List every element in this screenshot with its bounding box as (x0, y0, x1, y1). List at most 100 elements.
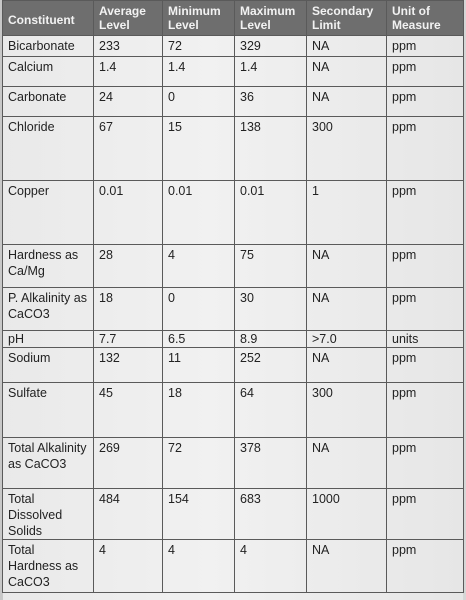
cell-limit: NA (306, 539, 387, 593)
cell-average: 132 (93, 347, 163, 383)
cell-maximum: 138 (234, 116, 307, 181)
cell-limit: >7.0 (306, 330, 387, 348)
cell-constituent: Copper (2, 180, 94, 245)
cell-minimum: 72 (162, 35, 235, 57)
cell-minimum: 4 (162, 539, 235, 593)
table-row: pH 7.7 6.5 8.9 >7.0 units (2, 330, 464, 348)
cell-minimum: 4 (162, 244, 235, 288)
cell-minimum: 15 (162, 116, 235, 181)
cell-minimum: 0 (162, 86, 235, 117)
header-secondary-limit: Secondary Limit (306, 0, 387, 36)
cell-unit: ppm (386, 56, 464, 87)
cell-minimum: 6.5 (162, 330, 235, 348)
cell-maximum: 64 (234, 382, 307, 438)
cell-constituent: Total Alkalinity as CaCO3 (2, 437, 94, 489)
cell-constituent: Total Hardness as CaCO3 (2, 539, 94, 593)
cell-minimum: 1.4 (162, 56, 235, 87)
table-header-row: Constituent Average Level Minimum Level … (2, 0, 464, 36)
cell-limit: NA (306, 35, 387, 57)
cell-constituent: Sulfate (2, 382, 94, 438)
cell-minimum: 18 (162, 382, 235, 438)
cell-constituent: Sodium (2, 347, 94, 383)
cell-constituent: Bicarbonate (2, 35, 94, 57)
cell-constituent: pH (2, 330, 94, 348)
cell-limit: 300 (306, 382, 387, 438)
cell-average: 45 (93, 382, 163, 438)
cell-limit: 1 (306, 180, 387, 245)
cell-unit: ppm (386, 116, 464, 181)
table-row: Bicarbonate 233 72 329 NA ppm (2, 35, 464, 57)
cell-unit: ppm (386, 86, 464, 117)
cell-unit: ppm (386, 180, 464, 245)
cell-limit: NA (306, 347, 387, 383)
table-row: Calcium 1.4 1.4 1.4 NA ppm (2, 56, 464, 87)
cell-maximum: 75 (234, 244, 307, 288)
cell-unit: ppm (386, 35, 464, 57)
cell-average: 18 (93, 287, 163, 331)
cell-limit: NA (306, 86, 387, 117)
cell-minimum: 11 (162, 347, 235, 383)
table-row: Total Hardness as CaCO3 4 4 4 NA ppm (2, 539, 464, 593)
cell-maximum: 683 (234, 488, 307, 540)
table-row: Chloride 67 15 138 300 ppm (2, 116, 464, 181)
cell-minimum: 0.01 (162, 180, 235, 245)
cell-maximum: 378 (234, 437, 307, 489)
cell-unit: ppm (386, 382, 464, 438)
cell-constituent: Chloride (2, 116, 94, 181)
table-row: Sulfate 45 18 64 300 ppm (2, 382, 464, 438)
scan-edge-left (0, 0, 3, 600)
cell-unit: ppm (386, 347, 464, 383)
cell-maximum: 1.4 (234, 56, 307, 87)
table-row: P. Alkalinity as CaCO3 18 0 30 NA ppm (2, 287, 464, 331)
cell-average: 4 (93, 539, 163, 593)
cell-unit: ppm (386, 488, 464, 540)
cell-maximum: 329 (234, 35, 307, 57)
cell-constituent: Carbonate (2, 86, 94, 117)
water-quality-table: Constituent Average Level Minimum Level … (2, 0, 464, 593)
cell-maximum: 36 (234, 86, 307, 117)
cell-average: 269 (93, 437, 163, 489)
table-row: Sodium 132 11 252 NA ppm (2, 347, 464, 383)
cell-unit: ppm (386, 244, 464, 288)
header-average-level: Average Level (93, 0, 163, 36)
cell-unit: ppm (386, 539, 464, 593)
cell-average: 233 (93, 35, 163, 57)
cell-constituent: P. Alkalinity as CaCO3 (2, 287, 94, 331)
cell-maximum: 8.9 (234, 330, 307, 348)
table-row: Total Dissolved Solids 484 154 683 1000 … (2, 488, 464, 540)
cell-average: 67 (93, 116, 163, 181)
cell-average: 7.7 (93, 330, 163, 348)
cell-minimum: 72 (162, 437, 235, 489)
cell-unit: ppm (386, 437, 464, 489)
cell-limit: 300 (306, 116, 387, 181)
scan-edge-right (463, 0, 466, 600)
header-minimum-level: Minimum Level (162, 0, 235, 36)
cell-maximum: 30 (234, 287, 307, 331)
cell-unit: ppm (386, 287, 464, 331)
cell-limit: NA (306, 287, 387, 331)
cell-limit: NA (306, 437, 387, 489)
cell-maximum: 0.01 (234, 180, 307, 245)
cell-minimum: 154 (162, 488, 235, 540)
cell-constituent: Calcium (2, 56, 94, 87)
cell-maximum: 4 (234, 539, 307, 593)
cell-average: 0.01 (93, 180, 163, 245)
table-row: Carbonate 24 0 36 NA ppm (2, 86, 464, 117)
cell-average: 24 (93, 86, 163, 117)
header-constituent: Constituent (2, 0, 94, 36)
cell-maximum: 252 (234, 347, 307, 383)
cell-average: 484 (93, 488, 163, 540)
header-maximum-level: Maximum Level (234, 0, 307, 36)
header-unit-of-measure: Unit of Measure (386, 0, 464, 36)
cell-limit: NA (306, 244, 387, 288)
cell-limit: NA (306, 56, 387, 87)
table-row: Copper 0.01 0.01 0.01 1 ppm (2, 180, 464, 245)
cell-minimum: 0 (162, 287, 235, 331)
cell-unit: units (386, 330, 464, 348)
table-row: Hardness as Ca/Mg 28 4 75 NA ppm (2, 244, 464, 288)
cell-average: 28 (93, 244, 163, 288)
table-row: Total Alkalinity as CaCO3 269 72 378 NA … (2, 437, 464, 489)
cell-limit: 1000 (306, 488, 387, 540)
cell-average: 1.4 (93, 56, 163, 87)
